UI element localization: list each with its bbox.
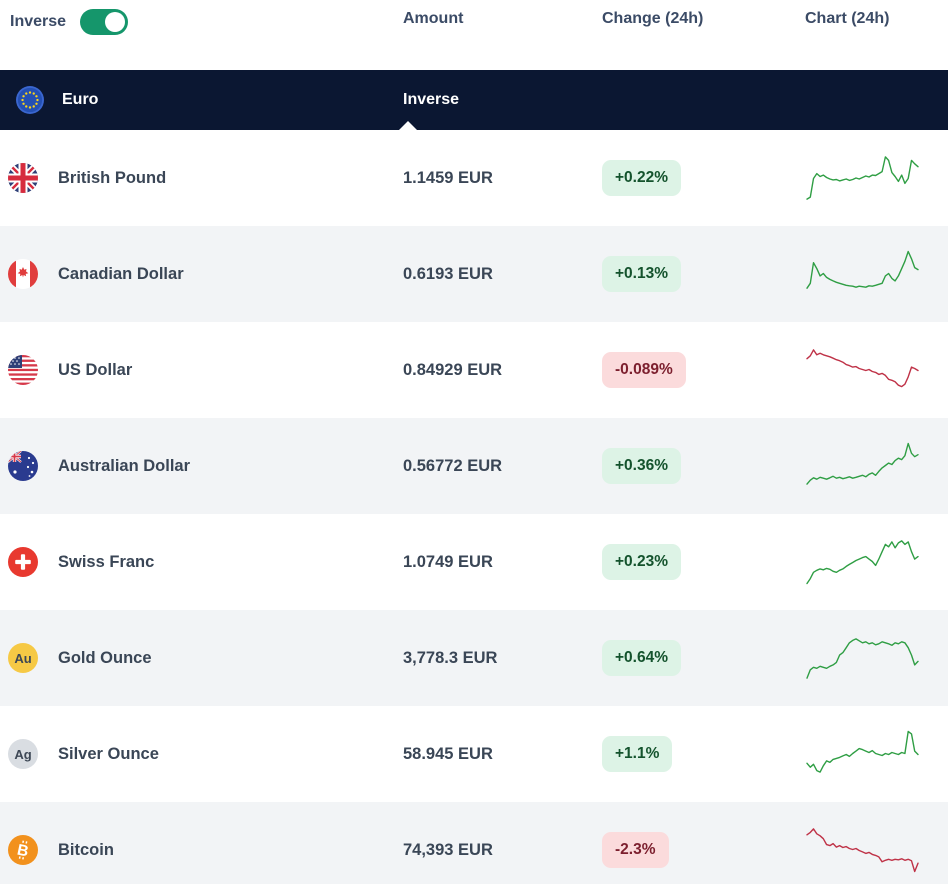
change-badge: +0.23% <box>602 544 682 580</box>
sparkline-chart <box>806 442 919 485</box>
rate-row[interactable]: US Dollar 0.84929 EUR -0.089% <box>0 322 948 418</box>
amount-value: 74,393 EUR <box>403 840 493 859</box>
silver-icon: Ag <box>8 739 38 769</box>
svg-text:Au: Au <box>14 651 31 666</box>
asset-name: Canadian Dollar <box>58 264 184 283</box>
base-currency-name: Euro <box>62 91 99 108</box>
eu-flag-icon <box>16 86 44 114</box>
sparkline-chart <box>806 349 919 388</box>
asset-name: British Pound <box>58 168 167 187</box>
amount-value: 3,778.3 EUR <box>403 648 498 667</box>
amount-value: 0.56772 EUR <box>403 456 503 475</box>
amount-value: 1.0749 EUR <box>403 552 493 571</box>
change-badge: -2.3% <box>602 832 669 868</box>
inverse-toggle[interactable] <box>80 9 129 35</box>
column-header-amount: Amount <box>403 10 464 27</box>
amount-value: 0.6193 EUR <box>403 264 493 283</box>
rate-row[interactable]: B Bitcoin 74,393 EUR -2.3% <box>0 802 948 884</box>
caret-up-icon <box>399 121 417 130</box>
rate-row[interactable]: Canadian Dollar 0.6193 EUR +0.13% <box>0 226 948 322</box>
btc-icon: B <box>8 835 38 865</box>
change-badge: +0.13% <box>602 256 682 292</box>
au-flag-icon <box>8 451 38 481</box>
rate-row[interactable]: Au Gold Ounce 3,778.3 EUR +0.64% <box>0 610 948 706</box>
svg-text:B: B <box>16 842 30 861</box>
sparkline-chart <box>806 638 919 679</box>
table-header: Inverse Amount Change (24h) Chart (24h) <box>0 0 948 70</box>
amount-value: 58.945 EUR <box>403 744 493 763</box>
sparkline-chart <box>806 250 919 289</box>
sparkline-chart <box>806 540 919 585</box>
column-header-chart: Chart (24h) <box>805 10 890 27</box>
amount-value: 1.1459 EUR <box>403 168 493 187</box>
rate-row[interactable]: Ag Silver Ounce 58.945 EUR +1.1% <box>0 706 948 802</box>
ca-flag-icon <box>8 259 38 289</box>
inverse-toggle-control: Inverse <box>0 9 403 35</box>
change-badge: +0.64% <box>602 640 682 676</box>
inverse-toggle-label: Inverse <box>10 13 67 30</box>
sparkline-chart <box>806 156 919 200</box>
asset-name: Swiss Franc <box>58 552 155 571</box>
change-badge: +1.1% <box>602 736 673 772</box>
change-badge: -0.089% <box>602 352 686 388</box>
sparkline-chart <box>806 828 919 873</box>
toggle-knob-icon <box>105 12 126 32</box>
rates-table-body: British Pound 1.1459 EUR +0.22% Canadian… <box>0 130 948 884</box>
asset-name: Australian Dollar <box>58 456 191 475</box>
amount-value: 0.84929 EUR <box>403 360 503 379</box>
gb-flag-icon <box>8 163 38 193</box>
rate-row[interactable]: Australian Dollar 0.56772 EUR +0.36% <box>0 418 948 514</box>
asset-name: Gold Ounce <box>58 648 152 667</box>
asset-name: Bitcoin <box>58 840 114 859</box>
ch-flag-icon <box>8 547 38 577</box>
base-currency-row[interactable]: Euro Inverse <box>0 70 948 130</box>
asset-name: US Dollar <box>58 360 133 379</box>
gold-icon: Au <box>8 643 38 673</box>
change-badge: +0.36% <box>602 448 682 484</box>
us-flag-icon <box>8 355 38 385</box>
base-mode-label: Inverse <box>403 91 460 108</box>
rate-row[interactable]: Swiss Franc 1.0749 EUR +0.23% <box>0 514 948 610</box>
sparkline-chart <box>806 730 919 773</box>
change-badge: +0.22% <box>602 160 682 196</box>
rate-row[interactable]: British Pound 1.1459 EUR +0.22% <box>0 130 948 226</box>
asset-name: Silver Ounce <box>58 744 159 763</box>
column-header-change: Change (24h) <box>602 10 704 27</box>
svg-text:Ag: Ag <box>14 747 31 762</box>
